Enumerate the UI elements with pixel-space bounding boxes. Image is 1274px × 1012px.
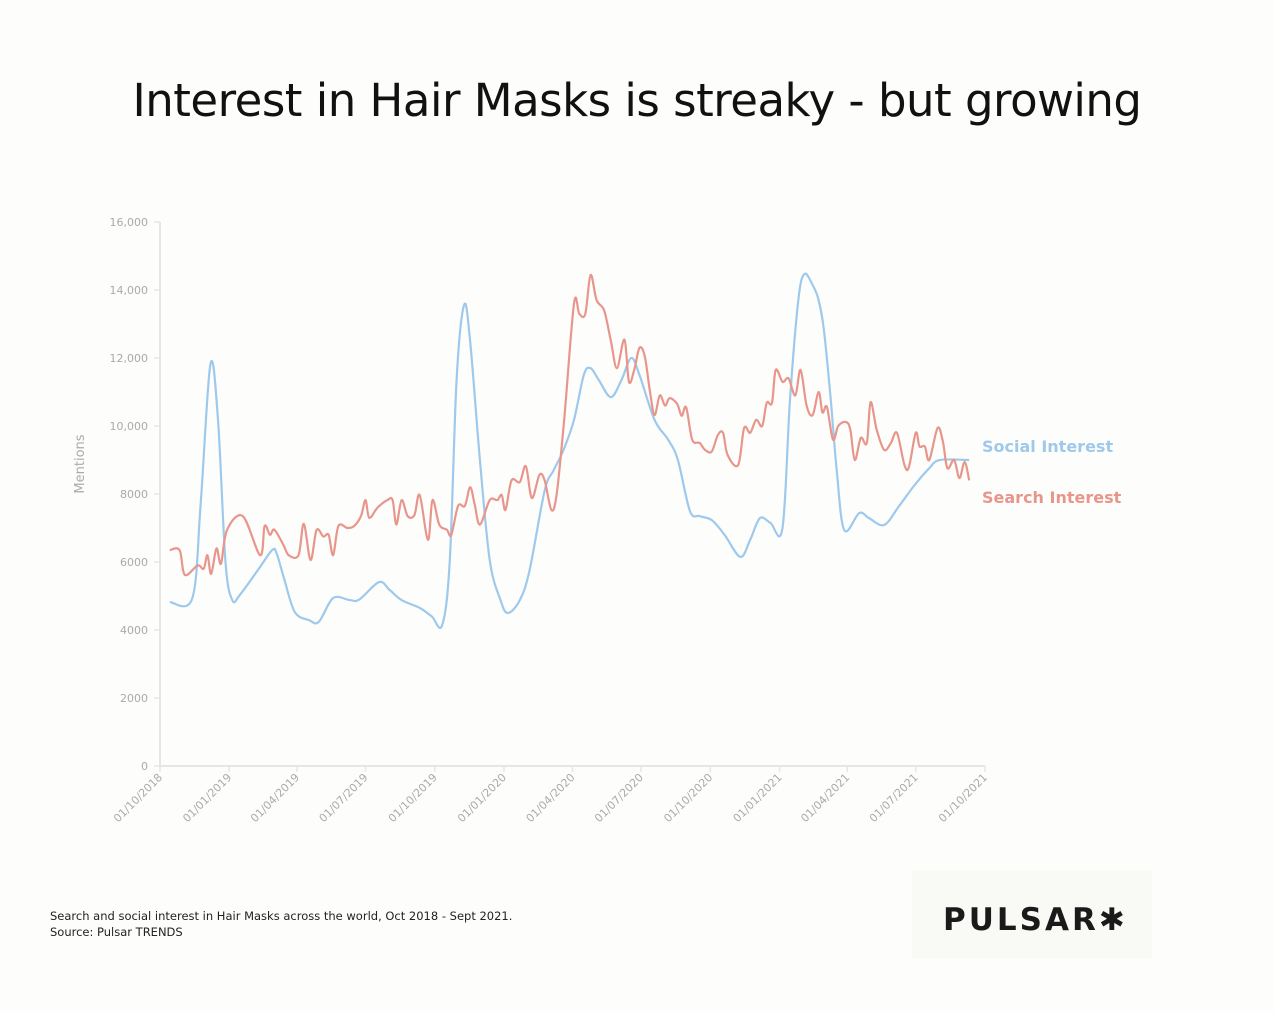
series-line-search-interest	[169, 273, 971, 577]
y-tick-label: 4000	[120, 624, 148, 637]
y-tick-label: 14,000	[110, 284, 149, 297]
x-tick-label: 01/07/2019	[317, 771, 371, 825]
y-tick-label: 2000	[120, 692, 148, 705]
legend-search-interest: Search Interest	[982, 488, 1122, 507]
y-tick-label: 16,000	[110, 216, 149, 229]
chart-source: Source: Pulsar TRENDS	[50, 925, 183, 939]
y-tick-label: 6000	[120, 556, 148, 569]
y-tick-label: 12,000	[110, 352, 149, 365]
x-tick-label: 01/10/2018	[111, 771, 165, 825]
y-tick-label: 8000	[120, 488, 148, 501]
x-tick-label: 01/01/2020	[455, 771, 509, 825]
page-title: Interest in Hair Masks is streaky - but …	[132, 74, 1143, 127]
pulsar-logo: PULSAR✱	[943, 902, 1128, 938]
legend-social-interest: Social Interest	[982, 437, 1113, 456]
chart-caption: Search and social interest in Hair Masks…	[50, 909, 513, 923]
y-tick-label: 10,000	[110, 420, 149, 433]
series-group	[169, 272, 971, 630]
y-axis-label: Mentions	[73, 434, 88, 493]
x-tick-label: 01/04/2021	[798, 771, 852, 825]
x-tick-label: 01/07/2021	[867, 771, 921, 825]
x-tick-label: 01/10/2019	[386, 771, 440, 825]
x-tick-label: 01/04/2020	[524, 771, 578, 825]
series-line-social-interest	[169, 272, 970, 630]
y-tick-label: 0	[141, 760, 148, 773]
x-tick-label: 01/10/2020	[661, 771, 715, 825]
axes: 0 2000 4000 6000 8000 10,000 12,000 14,000 16,00…	[110, 216, 991, 825]
x-tick-label: 01/01/2019	[180, 771, 234, 825]
x-tick-label: 01/04/2019	[248, 771, 302, 825]
x-tick-label: 01/10/2021	[936, 771, 990, 825]
logo-background	[912, 870, 1152, 958]
x-tick-label: 01/07/2020	[592, 771, 646, 825]
x-tick-label: 01/01/2021	[731, 771, 785, 825]
